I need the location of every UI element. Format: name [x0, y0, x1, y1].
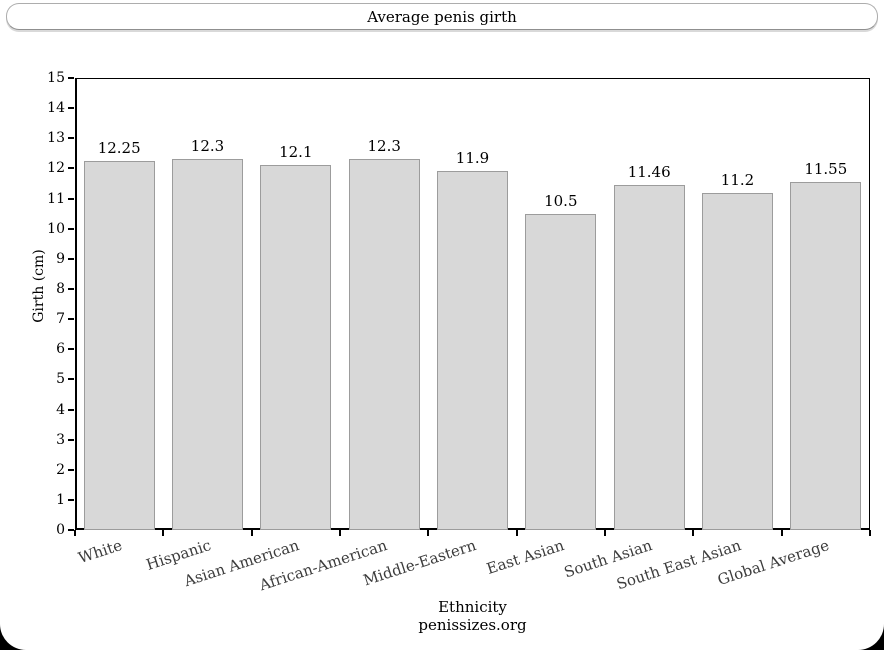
source-attribution: penissizes.org [418, 616, 527, 634]
y-tick-label: 13 [47, 130, 65, 147]
bar-value-label: 10.5 [544, 191, 578, 210]
bar-value-label: 12.3 [367, 137, 401, 156]
y-tick-mark [68, 77, 74, 79]
y-tick-label: 10 [47, 220, 65, 237]
x-axis-title: Ethnicity [438, 598, 507, 616]
bar-value-label: 11.46 [627, 162, 671, 181]
y-tick-mark [68, 468, 74, 471]
y-tick-label: 7 [56, 311, 65, 328]
y-tick-label: 11 [47, 190, 65, 207]
y-tick-label: 6 [56, 341, 65, 358]
y-tick-mark [68, 137, 74, 140]
y-tick-mark [68, 438, 74, 441]
bar-value-label: 12.1 [279, 143, 313, 162]
y-tick-mark [68, 318, 74, 321]
y-tick-mark [68, 227, 74, 230]
bar-value-label: 11.55 [804, 160, 848, 178]
window-title-bar: Average penis girth [6, 3, 878, 30]
bar-4 [437, 171, 508, 530]
x-tick-mark [780, 530, 783, 536]
y-tick-label: 5 [56, 371, 65, 388]
x-tick-mark [74, 530, 76, 536]
x-tick-mark [515, 530, 518, 536]
y-tick-label: 8 [56, 280, 65, 297]
y-tick-mark [68, 257, 74, 260]
x-tick-mark [339, 530, 341, 536]
bar-value-label: 12.25 [97, 138, 141, 157]
y-tick-mark [68, 498, 74, 501]
x-tick-mark [692, 530, 695, 536]
x-tick-mark [604, 530, 606, 536]
bar-value-label: 11.2 [720, 170, 755, 189]
bar-8 [790, 182, 862, 530]
page-title: Average penis girth [367, 7, 517, 26]
bar-1 [172, 159, 243, 530]
y-tick-mark [68, 348, 74, 351]
y-tick-label: 12 [47, 160, 65, 177]
y-tick-mark [68, 408, 74, 411]
y-tick-label: 4 [56, 401, 65, 418]
y-tick-mark [68, 167, 74, 170]
y-tick-mark [68, 529, 74, 531]
x-tick-mark [162, 530, 165, 536]
y-tick-mark [68, 197, 74, 200]
bar-7 [702, 192, 773, 530]
y-tick-label: 1 [56, 491, 65, 508]
y-tick-mark [68, 107, 74, 110]
y-tick-mark [68, 378, 74, 381]
y-tick-label: 14 [47, 100, 65, 117]
bar-value-label: 12.3 [190, 137, 225, 156]
bar-3 [348, 159, 420, 530]
y-tick-label: 15 [47, 70, 65, 86]
y-tick-label: 3 [56, 431, 65, 448]
bar-value-label: 11.9 [455, 149, 490, 168]
bar-6 [613, 184, 685, 530]
bar-5 [525, 213, 597, 530]
y-tick-mark [68, 287, 74, 290]
bar-2 [260, 165, 332, 530]
x-tick-mark [869, 530, 871, 536]
x-tick-mark [250, 530, 253, 536]
bar-0 [83, 160, 155, 530]
x-tick-mark [427, 530, 430, 536]
y-tick-label: 0 [56, 522, 65, 538]
y-tick-label: 9 [56, 250, 65, 267]
y-tick-label: 2 [56, 461, 65, 478]
